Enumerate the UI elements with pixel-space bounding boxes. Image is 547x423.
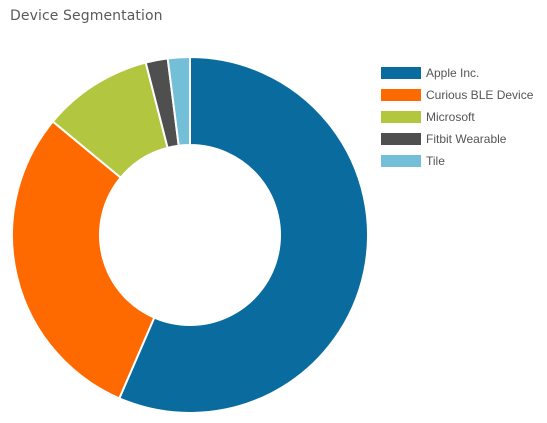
legend-swatch bbox=[381, 67, 421, 79]
legend-label: Apple Inc. bbox=[426, 66, 480, 80]
legend-label: Curious BLE Device bbox=[426, 88, 534, 102]
legend-label: Fitbit Wearable bbox=[426, 132, 507, 146]
legend-item[interactable]: Tile bbox=[381, 150, 533, 172]
chart-legend: Apple Inc. Curious BLE Device Microsoft Fit… bbox=[381, 62, 533, 172]
legend-swatch bbox=[381, 89, 421, 101]
chart-title: Device Segmentation bbox=[10, 8, 163, 24]
donut-slice-apple-inc[interactable] bbox=[118, 56, 369, 414]
legend-label: Microsoft bbox=[426, 110, 475, 124]
legend-label: Tile bbox=[426, 154, 445, 168]
legend-item[interactable]: Microsoft bbox=[381, 106, 533, 128]
donut-slice-curious-ble-device[interactable] bbox=[11, 120, 156, 400]
legend-item[interactable]: Fitbit Wearable bbox=[381, 128, 533, 150]
donut-slice-tile[interactable] bbox=[166, 56, 191, 147]
legend-item[interactable]: Apple Inc. bbox=[381, 62, 533, 84]
legend-item[interactable]: Curious BLE Device bbox=[381, 84, 533, 106]
legend-swatch bbox=[381, 155, 421, 167]
legend-swatch bbox=[381, 111, 421, 123]
legend-swatch bbox=[381, 133, 421, 145]
